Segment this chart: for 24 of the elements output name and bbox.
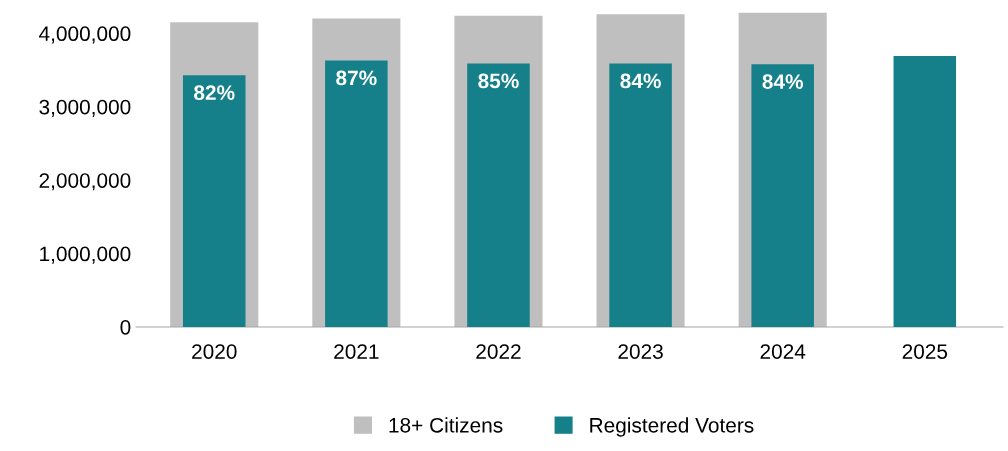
- bar: [609, 63, 672, 327]
- legend-label: Registered Voters: [590, 417, 754, 437]
- x-tick-label: 2021: [334, 344, 379, 359]
- x-tick-label: 2023: [618, 344, 663, 359]
- x-tick-label: 2022: [476, 344, 521, 359]
- y-tick-label: 3,000,000: [39, 99, 131, 117]
- x-tick-label: 2020: [192, 344, 237, 359]
- y-tick-label: 2,000,000: [39, 173, 131, 191]
- bar: [893, 56, 957, 327]
- annotation: 87%: [336, 70, 377, 86]
- annotation: 82%: [194, 85, 235, 100]
- bar: [467, 63, 530, 327]
- annotation: 84%: [762, 74, 803, 89]
- bar: [325, 60, 388, 327]
- annotation: 85%: [478, 73, 519, 89]
- annotation: 84%: [620, 73, 661, 89]
- y-tick-label: 4,000,000: [39, 26, 131, 44]
- legend-label: 18+ Citizens: [389, 417, 503, 433]
- y-tick-label: 0: [120, 319, 131, 335]
- bar: [182, 75, 246, 327]
- x-tick-label: 2024: [760, 344, 806, 359]
- y-tick-label: 1,000,000: [40, 246, 131, 264]
- x-tick-label: 2025: [902, 344, 948, 359]
- bar: [751, 64, 814, 327]
